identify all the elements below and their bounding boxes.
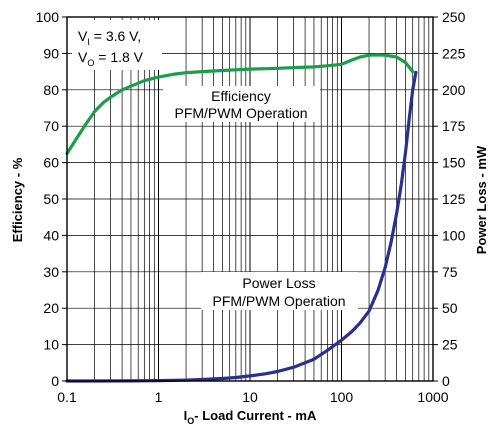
x-tick-label: 0.1 [57, 389, 77, 405]
y-left-tick-label: 0 [51, 373, 59, 389]
x-tick-label: 1 [155, 389, 163, 405]
y-left-tick-label: 20 [43, 300, 59, 316]
power-loss-line [65, 70, 418, 383]
series-layer [65, 53, 418, 383]
y-left-tick-label: 30 [43, 264, 59, 280]
power-loss-label-bg [201, 272, 358, 310]
power-loss-annotation-line1: Power Loss [242, 275, 315, 291]
conditions-box-bg [72, 20, 162, 70]
y-right-tick-label: 25 [442, 337, 458, 353]
y-right-tick-label: 225 [442, 45, 466, 61]
tick-labels: 0.1 1 10 100 1000010203040506070809010002550… [36, 9, 466, 405]
y-left-tick-label: 100 [36, 9, 60, 25]
x-tick-label: 10 [242, 389, 258, 405]
y-right-tick-label: 150 [442, 155, 466, 171]
y-left-tick-label: 90 [43, 45, 59, 61]
efficiency-annotation-line2: PFM/PWM Operation [174, 105, 307, 121]
y-right-tick-label: 50 [442, 300, 458, 316]
x-tick-label: 100 [330, 389, 354, 405]
x-tick-label: 1000 [417, 389, 448, 405]
x-axis-title: IO- Load Current - mA [184, 408, 317, 426]
efficiency-label-bg [163, 86, 320, 122]
y-left-tick-label: 40 [43, 227, 59, 243]
efficiency-line [65, 53, 415, 156]
efficiency-annotation-line1: Efficiency [211, 88, 271, 104]
y-left-tick-label: 80 [43, 82, 59, 98]
y-axis-left-title: Efficiency - % [10, 157, 25, 242]
y-right-tick-label: 175 [442, 118, 466, 134]
y-right-tick-label: 125 [442, 191, 466, 207]
power-loss-annotation-line2: PFM/PWM Operation [212, 293, 345, 309]
y-right-tick-label: 200 [442, 82, 466, 98]
vi-condition: VI = 3.6 V, [78, 28, 141, 47]
y-left-tick-label: 10 [43, 337, 59, 353]
y-right-tick-label: 0 [442, 373, 450, 389]
y-left-tick-label: 70 [43, 118, 59, 134]
y-right-tick-label: 75 [442, 264, 458, 280]
y-left-tick-label: 60 [43, 155, 59, 171]
y-right-tick-label: 250 [442, 9, 466, 25]
vo-condition: VO = 1.8 V [78, 49, 144, 68]
y-left-tick-label: 50 [43, 191, 59, 207]
y-right-tick-label: 100 [442, 227, 466, 243]
y-axis-right-title: Power Loss - mW [474, 145, 489, 254]
grid-lines [67, 17, 433, 381]
